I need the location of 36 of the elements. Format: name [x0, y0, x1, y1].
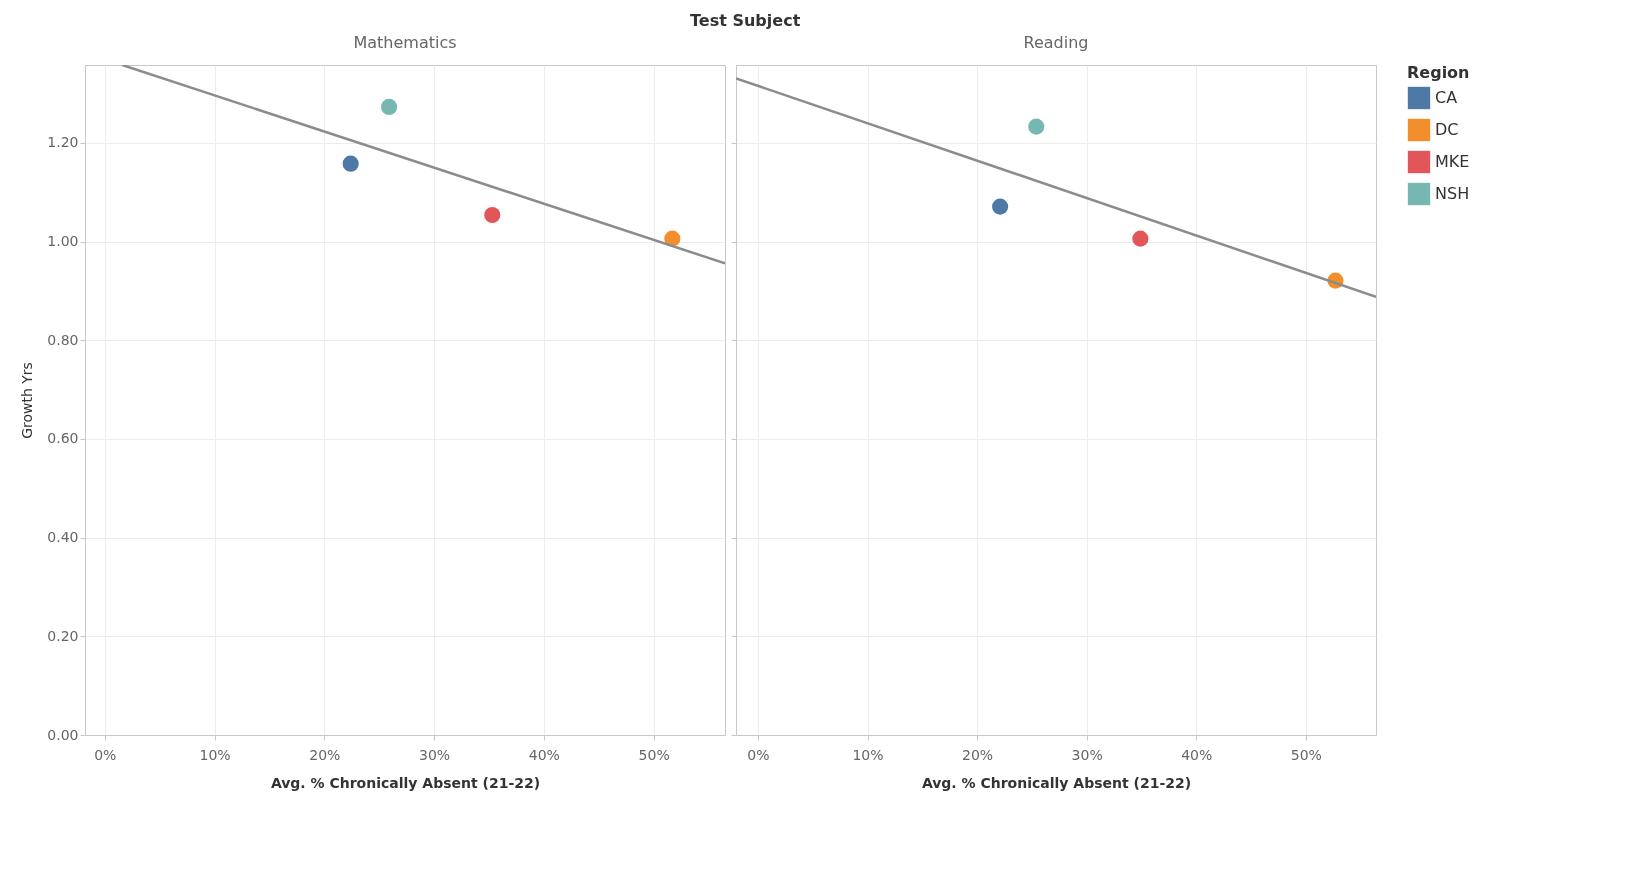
- x-tick-label: 30%: [1071, 746, 1103, 763]
- y-axis-title: Growth Yrs: [19, 362, 36, 439]
- legend-title: Region: [1407, 63, 1470, 82]
- x-tick-label: 0%: [747, 746, 770, 763]
- y-tick-label: 0.60: [47, 430, 79, 447]
- legend-label: MKE: [1435, 152, 1470, 171]
- x-tick-label: 40%: [528, 746, 560, 763]
- x-tick-label: 0%: [94, 746, 117, 763]
- legend-label: DC: [1435, 120, 1459, 139]
- legend-label: NSH: [1435, 184, 1470, 203]
- point: [992, 198, 1009, 215]
- text: Test Subject: [690, 10, 801, 30]
- point: [381, 98, 398, 115]
- x-tick-label: 10%: [199, 746, 231, 763]
- point: [1028, 118, 1045, 135]
- chart-title: Mathematics: [353, 33, 457, 52]
- point: [484, 206, 501, 224]
- legend-label: CA: [1435, 88, 1458, 107]
- y-tick-label: 0.80: [47, 331, 79, 348]
- chart-title: Reading: [1023, 33, 1089, 52]
- x-axis-title: Avg. % Chronically Absent (21-22): [921, 774, 1192, 791]
- y-tick-label: 1.20: [47, 134, 79, 151]
- x-tick-label: 50%: [1290, 746, 1322, 763]
- point: [1132, 230, 1149, 247]
- x-axis-title: Avg. % Chronically Absent (21-22): [270, 774, 541, 791]
- y-tick-label: 0.20: [47, 627, 79, 644]
- x-tick-label: 50%: [638, 746, 670, 763]
- y-tick-label: 0.40: [47, 529, 79, 546]
- point: [342, 155, 359, 172]
- x-tick-label: 20%: [962, 746, 994, 763]
- x-tick-label: 10%: [852, 746, 884, 763]
- x-tick-label: 40%: [1181, 746, 1213, 763]
- x-tick-label: 30%: [419, 746, 451, 763]
- x-tick-label: 20%: [309, 746, 341, 763]
- y-tick-label: 1.00: [47, 233, 79, 250]
- y-tick-label: 0.00: [47, 726, 79, 743]
